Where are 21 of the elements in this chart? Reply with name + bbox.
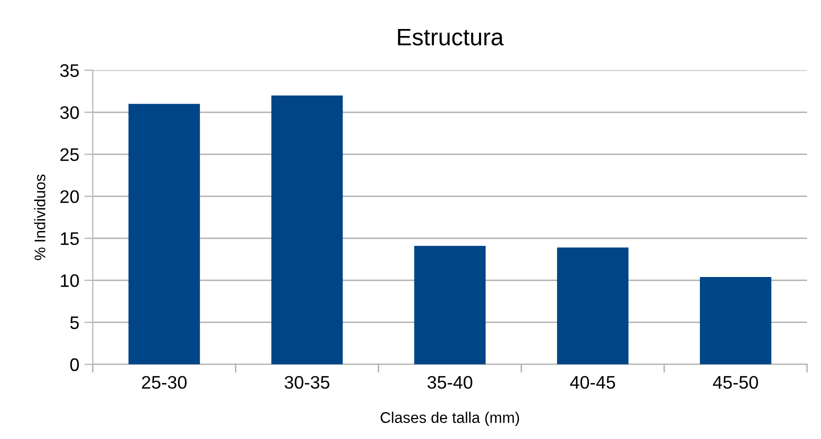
y-tick-label: 35 (60, 64, 79, 77)
x-tick-label: 30-35 (284, 376, 330, 389)
y-tick-label: 0 (70, 358, 79, 372)
y-tick-label: 15 (60, 232, 79, 246)
x-tick-label: 25-30 (142, 376, 187, 389)
y-tick-label: 30 (60, 106, 79, 119)
chart-title: Estructura (398, 28, 504, 46)
bar (414, 246, 486, 364)
x-tick-label: 40-45 (570, 376, 616, 389)
y-tick-label: 20 (60, 190, 79, 204)
y-tick-label: 5 (70, 316, 79, 330)
y-axis-title: % Individuos (34, 174, 46, 260)
bar (271, 95, 343, 364)
y-tick-label: 25 (60, 148, 79, 161)
bar (557, 248, 628, 364)
x-tick-label: 45-50 (712, 376, 758, 389)
y-tick-label: 10 (60, 274, 79, 288)
x-tick-label: 35-40 (428, 376, 472, 389)
bar (128, 104, 200, 364)
x-axis-title: Clases de talla (mm) (380, 412, 520, 426)
bar (700, 276, 772, 364)
